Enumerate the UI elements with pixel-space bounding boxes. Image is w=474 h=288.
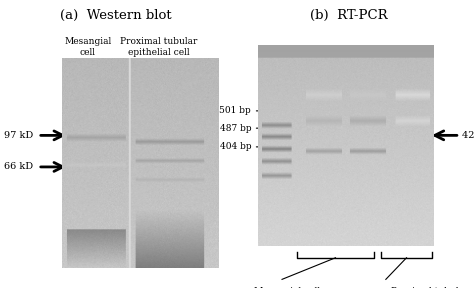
Text: 97 kD: 97 kD <box>4 131 33 140</box>
Text: Mesangial cell: Mesangial cell <box>254 287 320 288</box>
Text: 404 bp: 404 bp <box>219 142 251 151</box>
Text: (a)  Western blot: (a) Western blot <box>60 9 172 22</box>
Text: 501 bp: 501 bp <box>219 106 251 115</box>
Text: 422 bp: 422 bp <box>462 131 474 140</box>
Text: Proximal tubular
epithelial cell: Proximal tubular epithelial cell <box>120 37 198 57</box>
Text: (b)  RT-PCR: (b) RT-PCR <box>310 9 387 22</box>
Text: 66 kD: 66 kD <box>4 162 33 171</box>
Text: Mesangial
cell: Mesangial cell <box>64 37 111 57</box>
Text: 487 bp: 487 bp <box>219 124 251 133</box>
Text: Proximal tubular
epithelial cell: Proximal tubular epithelial cell <box>391 287 468 288</box>
